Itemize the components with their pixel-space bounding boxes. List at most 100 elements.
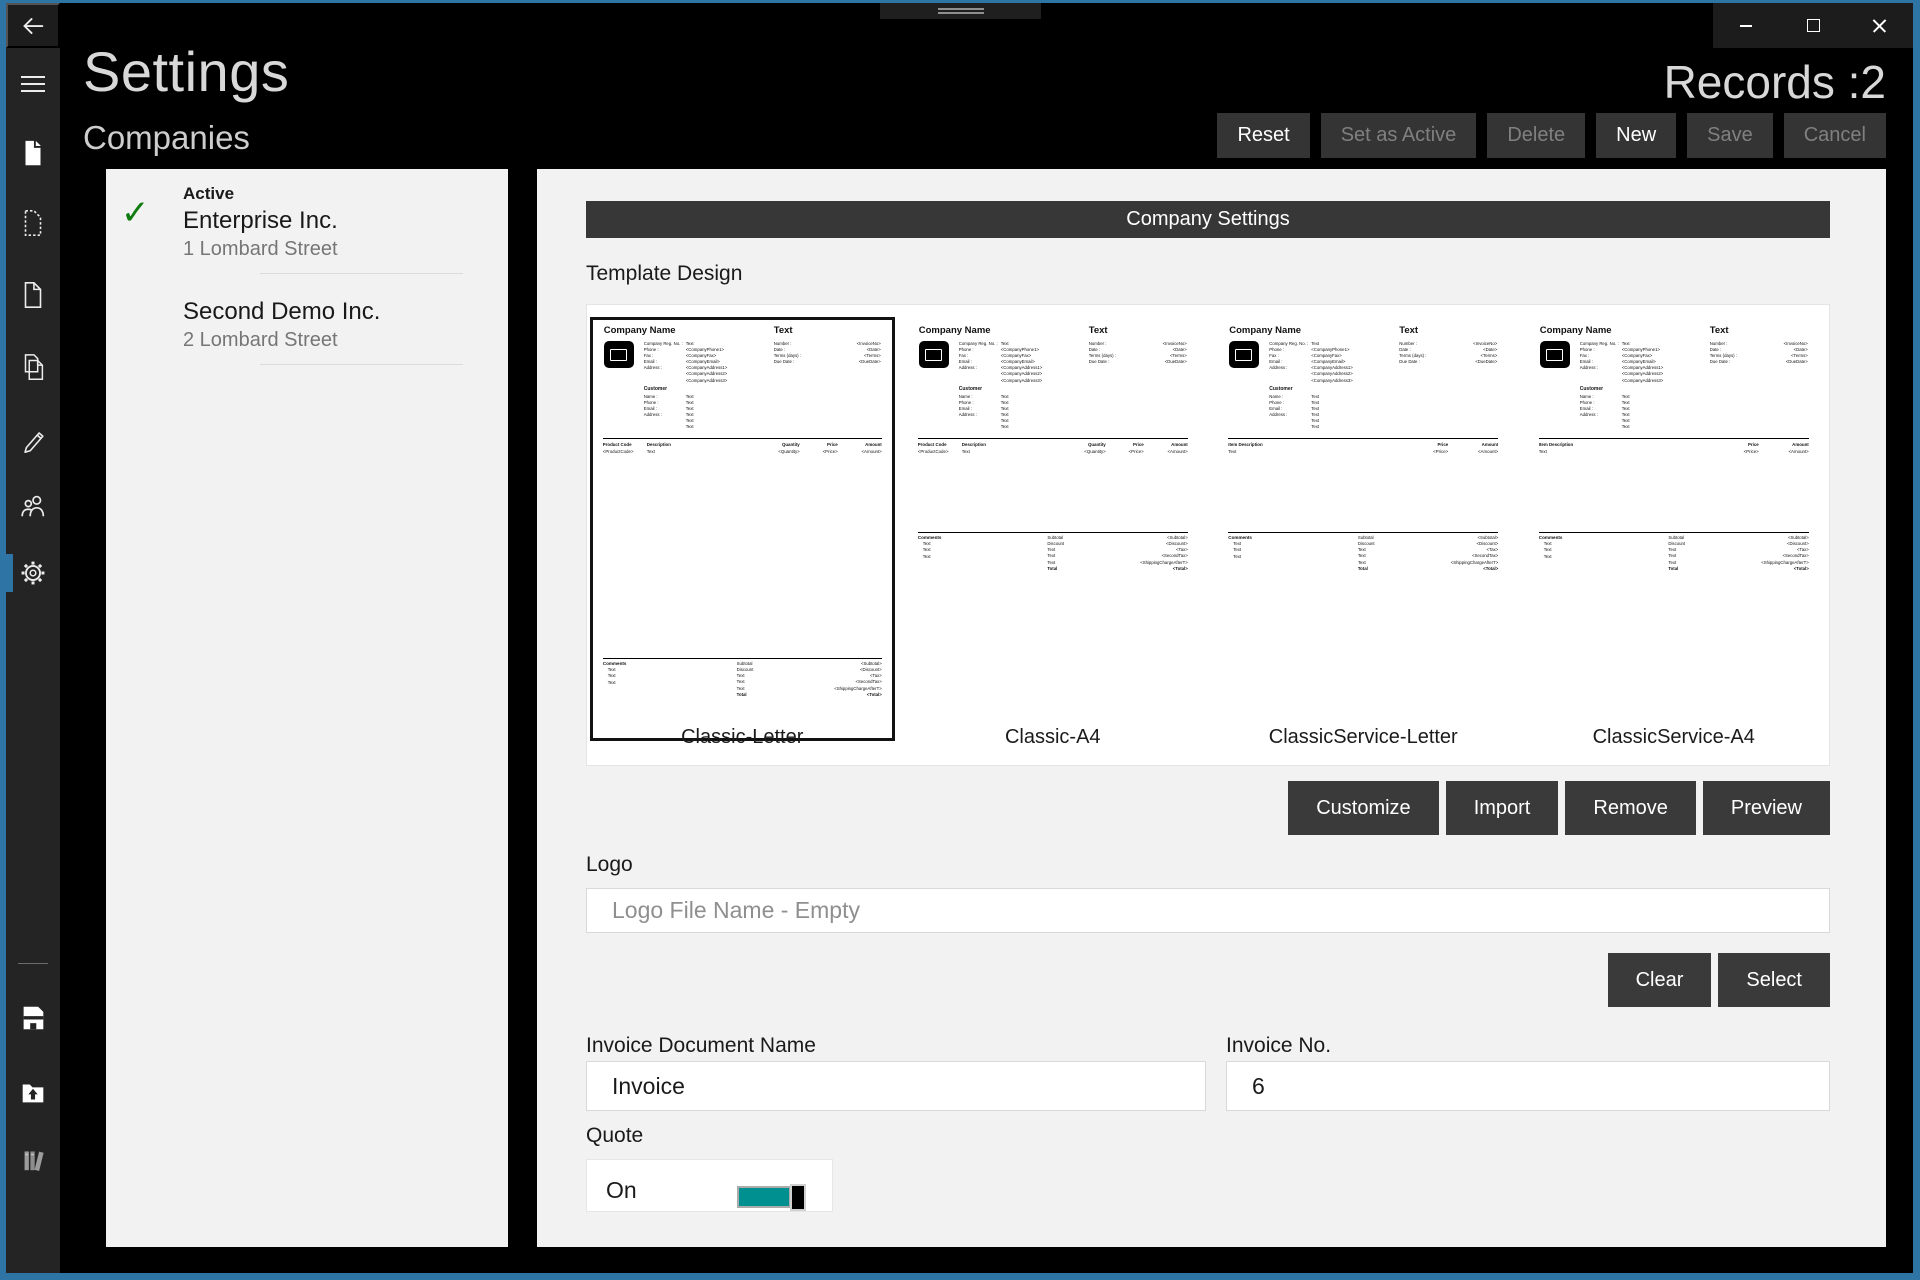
reset-button[interactable]: Reset (1217, 113, 1310, 158)
totals-label: Total (1047, 565, 1058, 571)
totals-value: <SecondTax> (1161, 553, 1188, 559)
preview-invoice-fields: Number : <InvoiceNo> Date : <Date> Terms (da… (1399, 341, 1497, 365)
delete-button[interactable]: Delete (1487, 113, 1586, 158)
sidebar-item-floppy-save[interactable] (6, 998, 60, 1038)
template-option-classicservice-a4[interactable]: Company Name Company Reg. No. : Text Phone … (1519, 305, 1830, 765)
quote-toggle[interactable] (737, 1184, 806, 1211)
invoice-no-label: Invoice No. (1226, 1034, 1332, 1057)
field-row: Name : Text (1269, 394, 1319, 400)
totals-label: Discount (1668, 540, 1686, 546)
field-row: <CompanyAddress3> (959, 378, 1043, 384)
toggle-knob[interactable] (790, 1184, 806, 1211)
field-value: <InvoiceNo> (1162, 341, 1187, 346)
sidebar-item-library-books[interactable] (6, 1138, 60, 1178)
sidebar-item-pencil-edit[interactable] (6, 420, 60, 460)
field-label: Date : (773, 347, 786, 353)
import-button[interactable]: Import (1445, 781, 1559, 835)
totals-label: Text (1668, 559, 1677, 565)
field-value: Text (1000, 341, 1009, 346)
sidebar-item-gear-settings[interactable] (6, 553, 60, 593)
invoice-no-input[interactable] (1226, 1061, 1830, 1111)
save-button[interactable]: Save (1687, 113, 1773, 158)
table-cell: <Price> (1128, 448, 1144, 454)
quote-box: On (586, 1159, 833, 1212)
sidebar-item-hamburger-menu[interactable] (6, 64, 60, 104)
field-row: Text (644, 424, 694, 430)
remove-button[interactable]: Remove (1565, 781, 1696, 835)
field-value: Text (1621, 406, 1630, 412)
gear-settings-icon (18, 558, 48, 588)
template-option-classicservice-letter[interactable]: Company Name Company Reg. No. : Text Phone … (1208, 305, 1519, 765)
totals-label: Discount (736, 666, 754, 672)
titlebar-drag-handle[interactable] (880, 3, 1041, 19)
template-name: Classic-Letter (681, 726, 804, 748)
field-label: Date : (1399, 347, 1411, 353)
field-value: Text (1000, 424, 1009, 430)
cancel-button[interactable]: Cancel (1783, 113, 1886, 158)
totals-label: Text (736, 679, 745, 685)
field-row: Company Reg. No. : Text (644, 341, 728, 347)
preview-button[interactable]: Preview (1702, 781, 1830, 835)
field-label: Email : (958, 406, 972, 412)
customize-button[interactable]: Customize (1288, 781, 1439, 835)
back-button[interactable] (6, 3, 60, 48)
set-as-active-button[interactable]: Set as Active (1320, 113, 1477, 158)
field-value: Text (1311, 412, 1320, 418)
totals-value: <ShippingChargeAfterT> (1761, 559, 1809, 565)
clear-button[interactable]: Clear (1607, 953, 1712, 1007)
field-label: Terms (days) : (1088, 353, 1116, 359)
close-button[interactable] (1846, 3, 1913, 48)
field-label: Number : (1399, 341, 1417, 346)
table-cell: <Amount> (1477, 448, 1499, 454)
minimize-button[interactable] (1713, 3, 1780, 48)
field-row: <CompanyAddress2> (1580, 371, 1664, 377)
sidebar-item-document-filled[interactable] (6, 133, 60, 173)
field-label (1269, 378, 1311, 384)
app-window: Settings Companies Records :2 Reset Set a… (6, 3, 1913, 1273)
totals-row: Discount <Discount> (1047, 541, 1187, 547)
field-label (959, 378, 1001, 384)
field-row: Email : Text (644, 406, 694, 412)
field-row: Number : <InvoiceNo> (1399, 341, 1497, 347)
sidebar-item-document-outline[interactable] (6, 275, 60, 315)
template-option-classic-a4[interactable]: Company Name Company Reg. No. : Text Phone … (898, 305, 1209, 765)
template-name: ClassicService-Letter (1268, 726, 1458, 748)
records-count: Records :2 (1663, 56, 1886, 108)
logo-label: Logo (586, 853, 633, 876)
totals-row: Discount <Discount> (1668, 541, 1808, 547)
table-cell: Quantity (781, 441, 800, 447)
field-value: <CompanyAddress2> (1311, 371, 1353, 377)
select-button[interactable]: Select (1718, 953, 1830, 1007)
new-button[interactable]: New (1596, 113, 1677, 158)
template-option-classic-letter[interactable]: Company Name Company Reg. No. : Text Phone … (587, 305, 898, 765)
field-value: Text (1621, 412, 1630, 418)
field-label: Phone : (643, 400, 659, 406)
company-list-item[interactable]: ✓ Active Enterprise Inc. 1 Lombard Street (106, 169, 508, 274)
folder-upload-icon (18, 1077, 48, 1107)
logo-file-input[interactable] (586, 888, 1830, 933)
field-label: Number : (1088, 341, 1107, 346)
table-cell: Item Description (1228, 441, 1263, 447)
field-label: Email : (643, 406, 657, 412)
sidebar-item-document-dashed[interactable] (6, 203, 60, 243)
field-label: Fax : (643, 353, 654, 359)
page-subtitle: Companies (83, 119, 250, 156)
field-label: Address : (643, 365, 662, 371)
sidebar-item-documents-copy[interactable] (6, 347, 60, 387)
field-value: Text (1311, 424, 1320, 430)
company-list-item[interactable]: Second Demo Inc. 2 Lombard Street (106, 274, 508, 365)
sidebar-item-people-customers[interactable] (6, 485, 60, 525)
preview-company-fields: Company Reg. No. : Text Phone : <CompanyPho… (959, 341, 1043, 384)
field-label: Phone : (1579, 347, 1595, 353)
maximize-button[interactable] (1780, 3, 1847, 48)
comment-row: Text (607, 667, 616, 673)
field-value: <DueDate> (1785, 359, 1808, 365)
totals-row: Text <Tax> (1358, 547, 1498, 553)
invoice-document-name-input[interactable] (586, 1061, 1206, 1111)
sidebar-item-folder-upload[interactable] (6, 1072, 60, 1112)
field-row: Email : <CompanyEmail> (1580, 359, 1664, 365)
field-label: Due Date : (1709, 359, 1731, 365)
field-value: Text (1000, 400, 1009, 406)
totals-value: <ShippingChargeAfterT> (1450, 559, 1499, 565)
totals-row: Text <Tax> (737, 673, 882, 679)
